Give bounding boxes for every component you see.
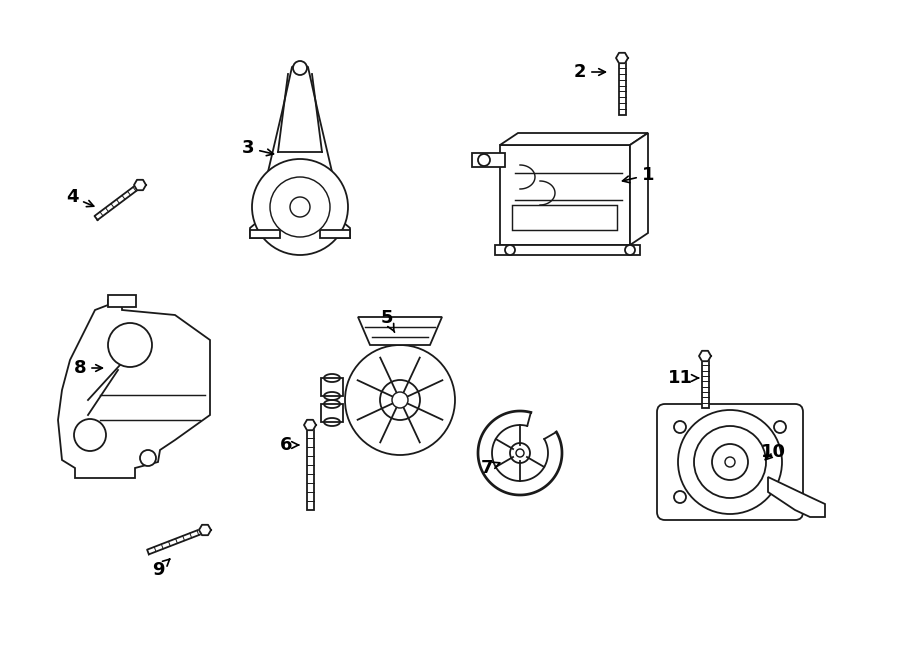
Circle shape xyxy=(252,159,348,255)
Circle shape xyxy=(74,419,106,451)
Text: 2: 2 xyxy=(574,63,606,81)
Polygon shape xyxy=(250,62,350,238)
Circle shape xyxy=(345,345,455,455)
Circle shape xyxy=(725,457,735,467)
Text: 9: 9 xyxy=(152,559,170,579)
Circle shape xyxy=(290,197,310,217)
Circle shape xyxy=(712,444,748,480)
Polygon shape xyxy=(768,477,825,517)
Bar xyxy=(321,404,343,422)
Bar xyxy=(320,230,350,238)
Polygon shape xyxy=(699,351,711,361)
Bar xyxy=(701,360,708,408)
Bar xyxy=(618,62,626,115)
Polygon shape xyxy=(199,525,211,535)
Text: 6: 6 xyxy=(280,436,299,454)
Bar xyxy=(512,205,617,230)
Circle shape xyxy=(293,61,307,75)
Circle shape xyxy=(108,323,152,367)
Text: 10: 10 xyxy=(760,443,786,461)
FancyBboxPatch shape xyxy=(657,404,803,520)
Polygon shape xyxy=(616,53,628,63)
Circle shape xyxy=(674,491,686,503)
Polygon shape xyxy=(134,180,146,190)
Circle shape xyxy=(478,154,490,166)
Circle shape xyxy=(694,426,766,498)
Circle shape xyxy=(140,450,156,466)
Text: 8: 8 xyxy=(74,359,103,377)
Polygon shape xyxy=(500,145,630,245)
Circle shape xyxy=(392,392,408,408)
Circle shape xyxy=(270,177,330,237)
Text: 5: 5 xyxy=(381,309,394,332)
Circle shape xyxy=(678,410,782,514)
Bar xyxy=(108,295,136,307)
Polygon shape xyxy=(630,133,648,245)
Text: 7: 7 xyxy=(481,459,500,477)
Polygon shape xyxy=(358,317,442,345)
Text: 11: 11 xyxy=(668,369,698,387)
Circle shape xyxy=(625,245,635,255)
Polygon shape xyxy=(147,527,206,555)
Polygon shape xyxy=(94,183,141,220)
Text: 4: 4 xyxy=(66,188,94,207)
Bar xyxy=(495,245,640,255)
Circle shape xyxy=(505,245,515,255)
Polygon shape xyxy=(472,153,505,167)
Circle shape xyxy=(674,421,686,433)
Circle shape xyxy=(510,443,530,463)
Circle shape xyxy=(380,380,420,420)
Bar xyxy=(307,429,313,510)
Polygon shape xyxy=(500,133,648,145)
Polygon shape xyxy=(58,300,210,478)
Circle shape xyxy=(774,421,786,433)
Bar xyxy=(321,378,343,396)
Text: 3: 3 xyxy=(242,139,274,157)
Text: 1: 1 xyxy=(623,166,654,184)
Polygon shape xyxy=(304,420,316,430)
Circle shape xyxy=(516,449,524,457)
Bar xyxy=(250,230,280,238)
